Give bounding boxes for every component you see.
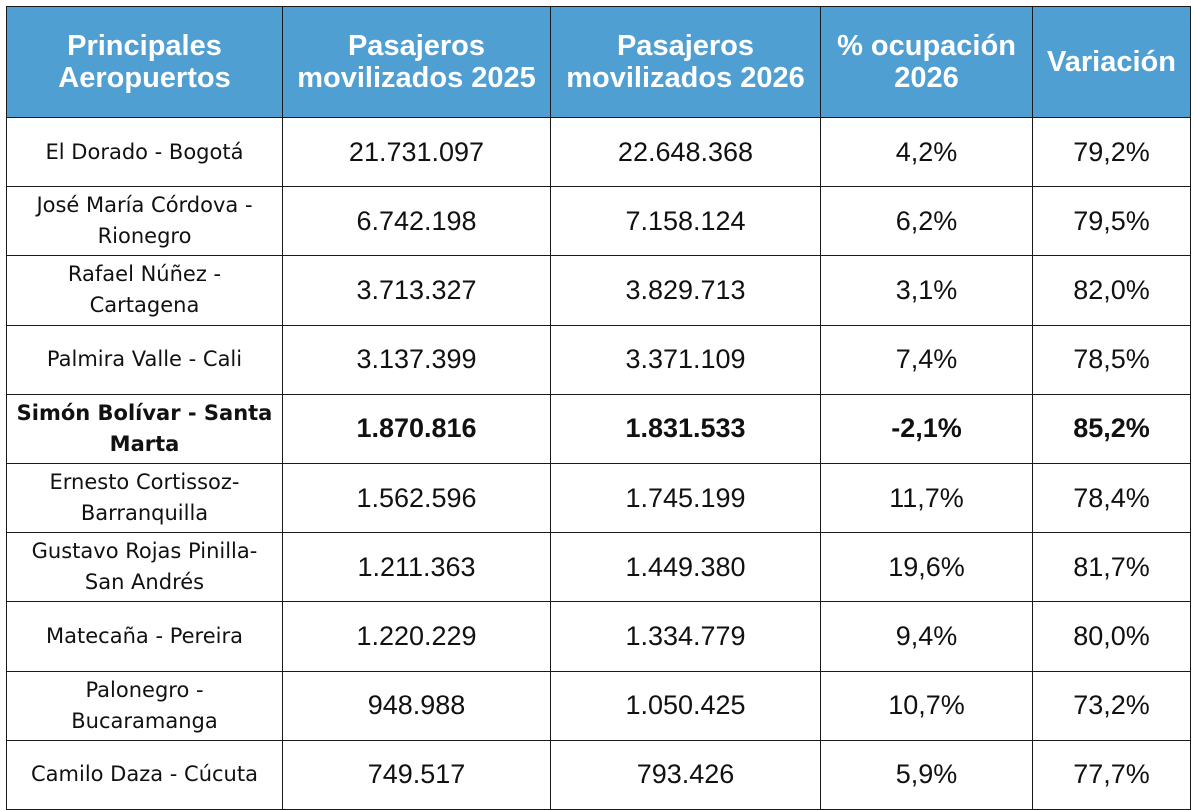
cell-variacion: 80,0% <box>1032 601 1191 672</box>
cell-pax-2025: 3.137.399 <box>282 324 551 395</box>
cell-pax-2025: 21.731.097 <box>282 116 551 188</box>
cell-airport: Palmira Valle - Cali <box>6 324 283 395</box>
cell-ocupacion: 3,1% <box>820 255 1033 326</box>
cell-airport: Ernesto Cortissoz- Barranquilla <box>6 462 283 534</box>
cell-pax-2026: 1.050.425 <box>550 670 821 741</box>
table-body: El Dorado - Bogotá 21.731.097 22.648.368 4,… <box>6 116 1191 810</box>
table-row: Palonegro - Bucaramanga 948.988 1.050.425 1… <box>6 670 1191 741</box>
header-row: Principales Aeropuertos Pasajeros movili… <box>6 6 1191 118</box>
cell-ocupacion: 10,7% <box>820 670 1033 741</box>
cell-variacion: 79,2% <box>1032 116 1191 188</box>
table-row: José María Córdova - Rionegro 6.742.198 7.… <box>6 186 1191 257</box>
cell-pax-2025: 3.713.327 <box>282 255 551 326</box>
table-row: Ernesto Cortissoz- Barranquilla 1.562.596… <box>6 462 1191 534</box>
cell-pax-2025: 6.742.198 <box>282 186 551 257</box>
cell-pax-2026: 1.334.779 <box>550 601 821 672</box>
cell-airport: Gustavo Rojas Pinilla- San Andrés <box>6 532 283 603</box>
cell-ocupacion: 7,4% <box>820 324 1033 395</box>
table-row: Palmira Valle - Cali 3.137.399 3.371.109 7,… <box>6 324 1191 395</box>
cell-ocupacion: 5,9% <box>820 739 1033 810</box>
cell-airport: José María Córdova - Rionegro <box>6 186 283 257</box>
header-variacion: Variación <box>1032 6 1191 118</box>
cell-pax-2025: 948.988 <box>282 670 551 741</box>
cell-ocupacion: -2,1% <box>820 393 1033 464</box>
cell-pax-2026: 3.371.109 <box>550 324 821 395</box>
table-row: Matecaña - Pereira 1.220.229 1.334.779 9,4%… <box>6 601 1191 672</box>
cell-pax-2025: 1.220.229 <box>282 601 551 672</box>
cell-variacion: 85,2% <box>1032 393 1191 464</box>
cell-pax-2025: 1.211.363 <box>282 532 551 603</box>
airports-table-container: Principales Aeropuertos Pasajeros movili… <box>6 6 1191 810</box>
cell-variacion: 81,7% <box>1032 532 1191 603</box>
cell-airport: Palonegro - Bucaramanga <box>6 670 283 741</box>
cell-pax-2025: 749.517 <box>282 739 551 810</box>
table-row: Simón Bolívar - Santa Marta 1.870.816 1.83… <box>6 393 1191 464</box>
cell-airport: El Dorado - Bogotá <box>6 116 283 188</box>
cell-ocupacion: 6,2% <box>820 186 1033 257</box>
header-pax-2026: Pasajeros movilizados 2026 <box>550 6 821 118</box>
cell-pax-2026: 22.648.368 <box>550 116 821 188</box>
cell-airport: Matecaña - Pereira <box>6 601 283 672</box>
cell-pax-2026: 3.829.713 <box>550 255 821 326</box>
cell-variacion: 78,4% <box>1032 462 1191 534</box>
source-note <box>150 786 1050 798</box>
airports-passenger-table: Principales Aeropuertos Pasajeros movili… <box>6 6 1191 810</box>
cell-variacion: 79,5% <box>1032 186 1191 257</box>
cell-airport: Rafael Núñez - Cartagena <box>6 255 283 326</box>
cell-ocupacion: 11,7% <box>820 462 1033 534</box>
header-pax-2025: Pasajeros movilizados 2025 <box>282 6 551 118</box>
table-row: El Dorado - Bogotá 21.731.097 22.648.368 4,… <box>6 116 1191 188</box>
cell-pax-2025: 1.562.596 <box>282 462 551 534</box>
table-header: Principales Aeropuertos Pasajeros movili… <box>6 6 1191 118</box>
cell-variacion: 77,7% <box>1032 739 1191 810</box>
cell-ocupacion: 4,2% <box>820 116 1033 188</box>
cell-airport: Camilo Daza - Cúcuta <box>6 739 283 810</box>
header-ocupacion: % ocupación 2026 <box>820 6 1033 118</box>
cell-ocupacion: 9,4% <box>820 601 1033 672</box>
cell-pax-2026: 1.745.199 <box>550 462 821 534</box>
cell-airport: Simón Bolívar - Santa Marta <box>6 393 283 464</box>
cell-variacion: 82,0% <box>1032 255 1191 326</box>
cell-variacion: 78,5% <box>1032 324 1191 395</box>
table-row: Gustavo Rojas Pinilla- San Andrés 1.211.3… <box>6 532 1191 603</box>
cell-pax-2026: 1.449.380 <box>550 532 821 603</box>
cell-pax-2026: 1.831.533 <box>550 393 821 464</box>
cell-pax-2026: 793.426 <box>550 739 821 810</box>
header-airport: Principales Aeropuertos <box>6 6 283 118</box>
cell-ocupacion: 19,6% <box>820 532 1033 603</box>
table-row: Rafael Núñez - Cartagena 3.713.327 3.829.7… <box>6 255 1191 326</box>
cell-pax-2025: 1.870.816 <box>282 393 551 464</box>
cell-variacion: 73,2% <box>1032 670 1191 741</box>
cell-pax-2026: 7.158.124 <box>550 186 821 257</box>
table-row: Camilo Daza - Cúcuta 749.517 793.426 5,9% 77… <box>6 739 1191 810</box>
